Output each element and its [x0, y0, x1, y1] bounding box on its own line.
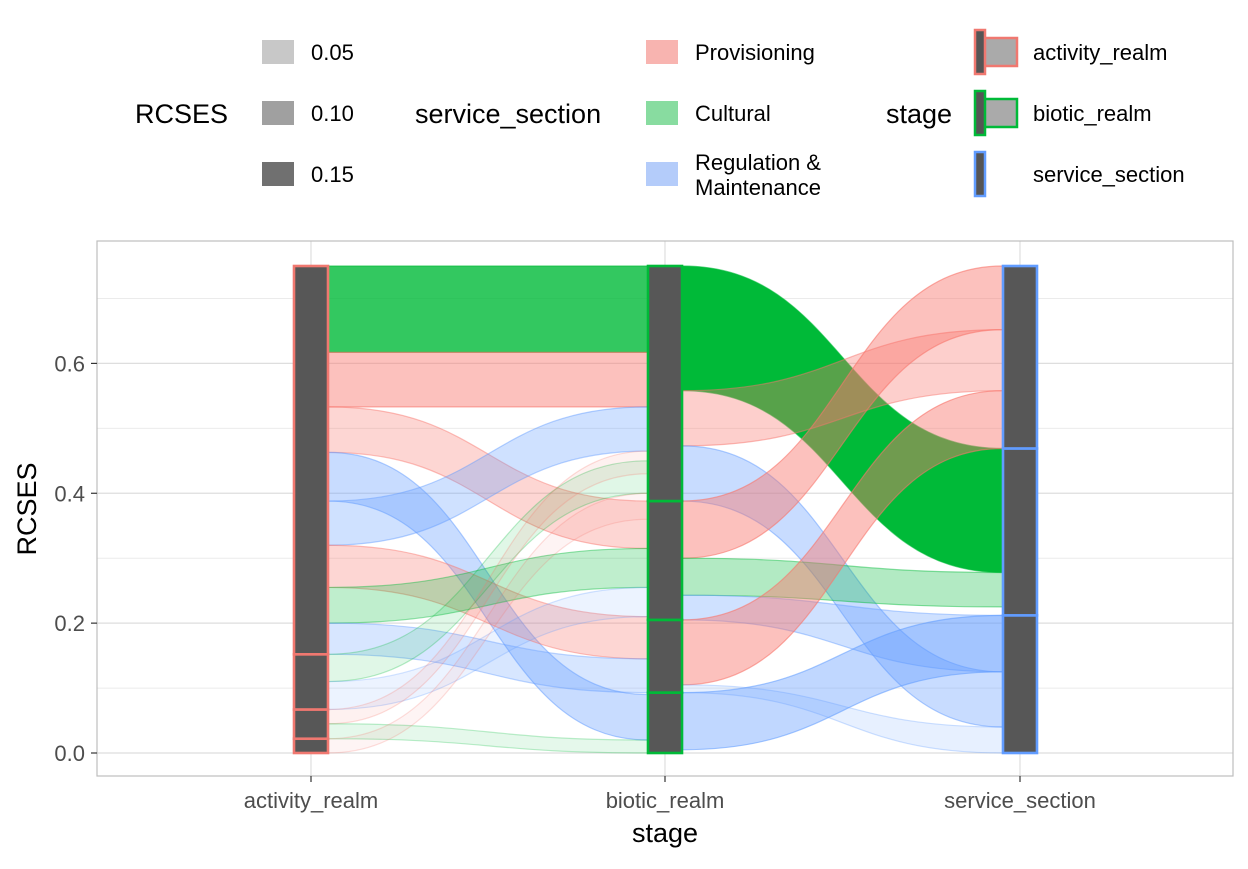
- axes: 0.0 0.2 0.4 0.6 activity_realm biotic_realm se…: [54, 351, 1095, 813]
- stratum-activity_realm: [292, 708, 330, 741]
- legend-label-service-section: Provisioning: [695, 40, 815, 65]
- legend-label-rcses: 0.05: [311, 40, 354, 65]
- legend-stage: stage activity_realm biotic_realm service_…: [886, 28, 1185, 198]
- stratum-service_section: [1001, 447, 1039, 617]
- legend: RCSES 0.05 0.10 0.15 service_section Provi…: [135, 28, 1185, 200]
- legend-label-stage: service_section: [1033, 162, 1185, 187]
- legend-rcses-title: RCSES: [135, 99, 228, 129]
- legend-label-rcses: 0.10: [311, 101, 354, 126]
- legend-key-service-section: [646, 40, 678, 64]
- y-tick-label: 0.4: [54, 481, 85, 506]
- legend-rcses: RCSES 0.05 0.10 0.15: [135, 40, 354, 187]
- y-tick-label: 0.0: [54, 741, 85, 766]
- y-axis-title: RCSES: [12, 462, 42, 555]
- legend-key-rcses: [262, 162, 294, 186]
- legend-service-section: service_section Provisioning Cultural Regu…: [415, 40, 821, 200]
- legend-label-service-section: Cultural: [695, 101, 771, 126]
- legend-key-rcses: [262, 101, 294, 125]
- x-tick-label: biotic_realm: [606, 788, 725, 813]
- legend-key-stage-flow: [981, 97, 1019, 129]
- legend-label-stage: biotic_realm: [1033, 101, 1152, 126]
- y-tick-label: 0.6: [54, 351, 85, 376]
- legend-key-stage: [973, 150, 987, 198]
- legend-label-service-section-line2: Maintenance: [695, 175, 821, 200]
- stratum-service_section: [1001, 614, 1039, 755]
- legend-key-service-section: [646, 101, 678, 125]
- y-tick-label: 0.2: [54, 611, 85, 636]
- plot-panel: 0.0 0.2 0.4 0.6 activity_realm biotic_realm se…: [54, 240, 1234, 813]
- stratum-activity_realm: [292, 653, 330, 711]
- legend-service-section-title: service_section: [415, 99, 601, 129]
- flow-a1: [327, 351, 649, 408]
- legend-stage-title: stage: [886, 99, 952, 129]
- legend-label-rcses: 0.15: [311, 162, 354, 187]
- legend-key-stage: [973, 89, 987, 137]
- x-axis-title: stage: [632, 818, 698, 848]
- x-tick-label: activity_realm: [244, 788, 378, 813]
- legend-key-rcses: [262, 40, 294, 64]
- stratum-service_section: [1001, 264, 1039, 450]
- stratum-activity_realm: [292, 264, 330, 656]
- flows: [327, 265, 1004, 754]
- stratum-biotic_realm: [646, 691, 684, 755]
- stratum-biotic_realm: [646, 264, 684, 503]
- legend-label-stage: activity_realm: [1033, 40, 1167, 65]
- strata: [292, 264, 1039, 755]
- stratum-biotic_realm: [646, 499, 684, 622]
- x-tick-label: service_section: [944, 788, 1096, 813]
- stratum-biotic_realm: [646, 618, 684, 694]
- legend-key-stage: [973, 28, 987, 76]
- legend-key-service-section: [646, 162, 678, 186]
- stratum-activity_realm: [292, 737, 330, 755]
- legend-key-stage-flow: [981, 36, 1019, 68]
- flow-a0: [327, 265, 649, 353]
- legend-label-service-section: Regulation &: [695, 150, 821, 175]
